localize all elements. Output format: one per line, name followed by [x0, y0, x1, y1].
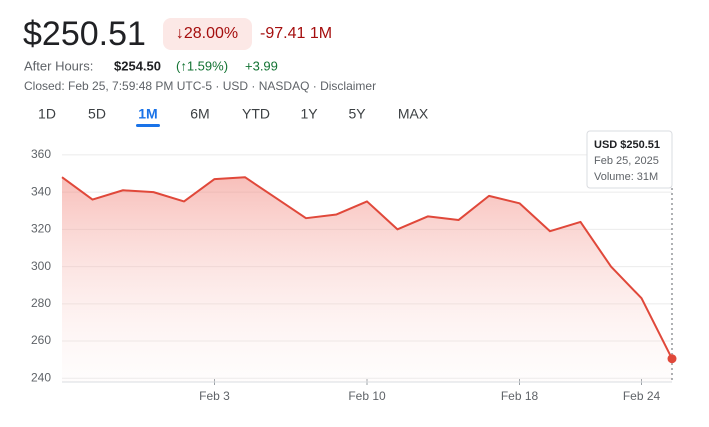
y-tick-label: 340 [31, 184, 51, 198]
range-tab[interactable]: 1M [138, 106, 157, 122]
plot: 240 260 280 300 320 340 360 Feb 3 Feb 10 Feb 18 Fe… [31, 130, 677, 403]
x-tick-label: Feb 18 [501, 389, 539, 403]
price: $250.51 [23, 15, 146, 53]
change-badge [163, 18, 252, 50]
range-tabs: 1D 5D 1M 6M YTD 1Y 5Y MAX [38, 106, 429, 127]
y-tick-label: 280 [31, 296, 51, 310]
change: -97.41 1M [260, 25, 332, 42]
after-hours-percent: (↑1.59%) [176, 58, 228, 73]
range-tab[interactable]: 5D [88, 106, 106, 122]
range-tab[interactable]: 1D [38, 106, 56, 122]
after-hours-price: $254.50 [114, 58, 161, 73]
tooltip-date: Feb 25, 2025 [594, 155, 659, 167]
last-point [667, 354, 677, 364]
after-hours-change: +3.99 [245, 58, 278, 73]
x-tick-label: Feb 24 [623, 389, 661, 403]
y-tick-label: 240 [31, 370, 51, 384]
selected-underline [136, 124, 160, 127]
after-hours-label: After Hours: [24, 58, 93, 73]
range-tab[interactable]: YTD [242, 106, 270, 122]
y-tick-label: 360 [31, 147, 51, 161]
range-tab[interactable]: 1Y [300, 106, 318, 122]
range-tab[interactable]: MAX [398, 106, 429, 122]
area [62, 177, 672, 382]
tooltip-volume: Volume: 31M [594, 171, 658, 183]
x-tick-label: Feb 3 [199, 389, 230, 403]
change-percent: ↓28.00% [176, 25, 238, 42]
range-tab[interactable]: 6M [190, 106, 209, 122]
y-tick-label: 320 [31, 222, 51, 236]
price-line [61, 176, 673, 360]
y-tick-label: 300 [31, 259, 51, 273]
range-tab[interactable]: 5Y [348, 106, 366, 122]
y-tick-label: 260 [31, 333, 51, 347]
tooltip-box [586, 130, 673, 189]
tooltip-price: USD $250.51 [594, 139, 660, 151]
x-tick-label: Feb 10 [348, 389, 386, 403]
closed-line: Closed: Feb 25, 7:59:48 PM UTC-5 · USD ·… [24, 79, 376, 93]
